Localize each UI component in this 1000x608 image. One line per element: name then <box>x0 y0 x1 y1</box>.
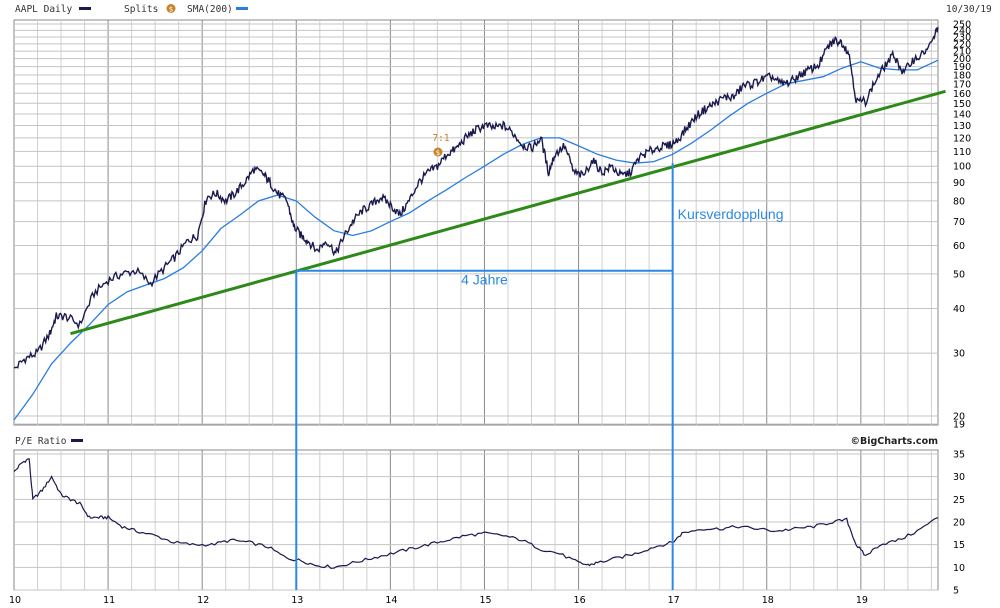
dollar-coin-icon <box>166 4 176 13</box>
x-axis: 10 11 12 13 14 15 16 17 18 19 <box>9 595 868 606</box>
price-y-tick-label: 80 <box>953 196 965 207</box>
pe-y-tick-label: 10 <box>953 563 965 574</box>
price-grid <box>13 20 938 425</box>
svg-text:$: $ <box>436 149 440 157</box>
pe-header: P/E Ratio ©BigCharts.com <box>15 436 938 447</box>
svg-text:$: $ <box>169 6 173 14</box>
x-tick-label: 19 <box>856 595 868 606</box>
pe-legend-swatch <box>71 439 83 442</box>
x-tick-label: 17 <box>668 595 680 606</box>
price-y-tick-label: 160 <box>953 89 971 100</box>
split-coin-icon <box>433 147 443 157</box>
pe-y-tick-label: 30 <box>953 472 965 483</box>
pe-y-tick-label: 25 <box>953 495 965 506</box>
duration-label: 4 Jahre <box>461 272 508 288</box>
price-y-tick-label: 90 <box>953 178 965 189</box>
price-y-tick-label: 250 <box>953 20 971 31</box>
annotations: 4 Jahre Kursverdopplung <box>70 89 946 590</box>
x-tick-label: 18 <box>762 595 774 606</box>
pe-y-tick-label: 5 <box>953 586 959 597</box>
trend-line <box>70 89 946 336</box>
x-tick-label: 15 <box>479 595 491 606</box>
price-y-tick-label: 120 <box>953 133 971 144</box>
price-y-tick-label: 19 <box>953 420 965 431</box>
price-y-tick-label: 180 <box>953 70 971 81</box>
price-y-tick-label: 20 <box>953 412 965 423</box>
sma-legend-swatch <box>236 7 248 10</box>
price-y-tick-label: 230 <box>953 32 971 43</box>
price-y-tick-label: 140 <box>953 109 971 120</box>
price-y-tick-label: 60 <box>953 241 965 252</box>
chart-header: AAPL Daily Splits $ SMA(200) 10/30/19 <box>15 4 992 15</box>
pe-panel: 5 10 15 20 25 30 35 <box>13 449 965 597</box>
pe-y-tick-label: 35 <box>953 450 965 461</box>
price-y-tick-label: 220 <box>953 39 971 50</box>
price-y-tick-label: 210 <box>953 47 971 58</box>
price-panel: 1920304050607080901001101201301401501601… <box>13 19 971 431</box>
splits-label: Splits <box>124 4 158 15</box>
price-y-axis: 1920304050607080901001101201301401501601… <box>953 20 971 431</box>
doubling-label: Kursverdopplung <box>678 206 784 222</box>
price-y-tick-label: 200 <box>953 54 971 65</box>
symbol-label: AAPL Daily <box>15 4 72 15</box>
sma-label: SMA(200) <box>187 4 233 15</box>
date-label: 10/30/19 <box>946 4 992 15</box>
split-ratio-label: 7:1 <box>432 133 449 144</box>
x-tick-label: 10 <box>9 595 21 606</box>
x-tick-label: 11 <box>103 595 115 606</box>
pe-y-tick-label: 15 <box>953 540 965 551</box>
pe-panel-frame <box>13 449 939 591</box>
pe-y-tick-label: 20 <box>953 518 965 529</box>
price-y-tick-label: 190 <box>953 62 971 73</box>
sma-200-line <box>13 59 939 421</box>
pe-y-axis: 5 10 15 20 25 30 35 <box>953 450 965 597</box>
price-y-tick-label: 130 <box>953 121 971 132</box>
pe-ratio-label: P/E Ratio <box>15 436 67 447</box>
price-y-tick-label: 70 <box>953 217 965 228</box>
x-tick-label: 16 <box>574 595 586 606</box>
price-y-tick-label: 30 <box>953 349 965 360</box>
credit-label: ©BigCharts.com <box>851 436 939 447</box>
x-tick-label: 12 <box>197 595 209 606</box>
split-marker: 7:1 $ <box>432 133 449 157</box>
price-legend-swatch <box>79 7 91 10</box>
pe-ratio-line <box>13 458 939 569</box>
price-y-tick-label: 150 <box>953 99 971 110</box>
price-y-tick-label: 110 <box>953 147 971 158</box>
price-y-tick-label: 170 <box>953 79 971 90</box>
price-y-tick-label: 100 <box>953 162 971 173</box>
aapl-price-line <box>13 26 939 369</box>
x-tick-label: 13 <box>291 595 303 606</box>
price-y-tick-label: 50 <box>953 269 965 280</box>
x-tick-label: 14 <box>385 595 397 606</box>
price-y-tick-label: 240 <box>953 26 971 37</box>
price-y-tick-label: 40 <box>953 304 965 315</box>
